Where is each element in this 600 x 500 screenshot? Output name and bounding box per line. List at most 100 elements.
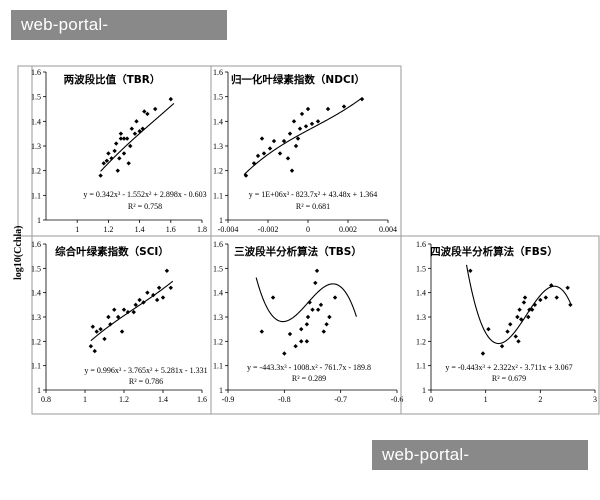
fit-equation: y = -0.443x³ + 2.322x² - 3.711x + 3.067 bbox=[445, 363, 572, 372]
x-tick-label: 0.8 bbox=[41, 395, 51, 404]
watermark-top: web-portal-rayspeed.com bbox=[11, 10, 227, 64]
x-tick-label: 1.6 bbox=[166, 225, 176, 234]
y-tick-label: 1.4 bbox=[31, 289, 41, 298]
y-tick-label: 1.1 bbox=[31, 362, 41, 371]
data-point bbox=[277, 151, 283, 156]
data-point bbox=[115, 314, 121, 320]
x-tick-label: 1.4 bbox=[158, 395, 168, 404]
data-point bbox=[129, 126, 134, 131]
data-point bbox=[327, 314, 332, 320]
data-point bbox=[315, 307, 321, 312]
data-point bbox=[305, 106, 311, 112]
data-point bbox=[115, 168, 120, 173]
data-point bbox=[359, 96, 365, 102]
data-point bbox=[151, 292, 156, 298]
y-tick-label: 1.4 bbox=[213, 117, 223, 126]
x-tick-label: -0.004 bbox=[218, 225, 239, 234]
data-point bbox=[532, 302, 538, 308]
r-squared: R² = 0.289 bbox=[292, 374, 326, 383]
data-point bbox=[515, 314, 520, 320]
data-point bbox=[508, 322, 513, 327]
data-point bbox=[325, 106, 331, 112]
fit-curve bbox=[243, 97, 363, 176]
data-point bbox=[314, 268, 320, 273]
y-tick-label: 1.1 bbox=[213, 362, 223, 371]
data-point bbox=[305, 314, 311, 320]
data-point bbox=[310, 307, 315, 312]
figure-canvas: 1 1.1 1.2 1.3 1.4 1.5 1.6 1 1.2 1.4 1.6 1.8 两波段比值（TB… bbox=[17, 65, 600, 415]
data-point bbox=[522, 295, 528, 300]
data-point bbox=[299, 326, 304, 332]
panel-frame bbox=[31, 65, 212, 237]
data-point bbox=[134, 119, 139, 124]
data-point bbox=[125, 309, 131, 315]
y-tick-label: 1.2 bbox=[213, 337, 223, 346]
data-point bbox=[291, 119, 297, 124]
data-point bbox=[118, 131, 124, 136]
x-tick-label: -0.8 bbox=[278, 395, 291, 404]
r-squared: R² = 0.758 bbox=[128, 202, 162, 211]
data-point bbox=[112, 307, 117, 312]
y-tick-label: 1.6 bbox=[31, 68, 41, 77]
watermark-bottom: web-portal-rayspeed.com bbox=[372, 440, 588, 494]
data-point bbox=[521, 300, 527, 305]
data-point bbox=[513, 334, 518, 339]
y-tick-label: 1.3 bbox=[416, 313, 426, 322]
data-point bbox=[160, 295, 166, 300]
data-point bbox=[519, 317, 524, 322]
x-tick-label: -0.9 bbox=[222, 395, 235, 404]
chart-panel-4: 1 1.1 1.2 1.3 1.4 1.5 1.6 -0.9 -0.8 -0.7 -0.6 三波段半分… bbox=[210, 235, 403, 415]
x-tick-label: 1.6 bbox=[197, 395, 207, 404]
data-point bbox=[102, 336, 107, 342]
x-tick-label: 1 bbox=[484, 395, 488, 404]
data-point bbox=[121, 307, 127, 312]
data-point bbox=[299, 111, 305, 117]
r-squared: R² = 0.786 bbox=[129, 377, 163, 386]
x-tick-label: 1.2 bbox=[103, 225, 113, 234]
fit-curve bbox=[465, 264, 571, 345]
data-point bbox=[505, 329, 510, 334]
data-point bbox=[243, 173, 249, 178]
data-point bbox=[119, 329, 125, 334]
data-point bbox=[106, 314, 111, 320]
shared-y-axis-label: log10(Cchla) bbox=[13, 225, 24, 280]
chart-panel-3: 11.11.21.31.41.51.60.8 1 1.2 1.4 1.6综合叶绿素指数（… bbox=[31, 235, 212, 415]
fit-curve bbox=[255, 277, 357, 323]
data-point bbox=[341, 104, 347, 109]
data-point bbox=[112, 148, 117, 154]
x-tick-label: 0 bbox=[306, 225, 310, 234]
data-point bbox=[299, 339, 304, 344]
data-point bbox=[108, 322, 113, 327]
y-tick-label: 1.3 bbox=[213, 142, 223, 151]
data-point bbox=[554, 295, 559, 300]
data-point bbox=[565, 285, 570, 290]
data-point bbox=[568, 302, 573, 308]
data-point bbox=[117, 156, 122, 161]
x-tick-label: 0.002 bbox=[339, 225, 357, 234]
y-tick-label: 1.6 bbox=[416, 240, 426, 249]
y-tick-label: 1.2 bbox=[416, 337, 426, 346]
y-tick-label: 1.5 bbox=[213, 93, 223, 102]
data-point bbox=[517, 307, 522, 312]
data-point bbox=[516, 339, 521, 344]
data-point bbox=[267, 146, 273, 151]
data-point bbox=[118, 136, 124, 141]
data-point bbox=[315, 119, 321, 124]
data-point bbox=[332, 295, 338, 300]
data-point bbox=[529, 307, 535, 312]
data-point bbox=[281, 138, 287, 144]
data-point bbox=[261, 151, 267, 156]
y-tick-label: 1 bbox=[422, 386, 426, 395]
y-tick-label: 1.4 bbox=[31, 117, 41, 126]
data-point bbox=[318, 302, 324, 308]
data-point bbox=[499, 344, 505, 349]
data-point bbox=[145, 111, 150, 117]
y-tick-label: 1.5 bbox=[31, 264, 41, 273]
chart-title: 三波段半分析算法（TBS） bbox=[234, 245, 362, 258]
fit-equation: y = 1E+06x³ - 823.7x² + 43.48x + 1.364 bbox=[249, 190, 377, 199]
data-point bbox=[543, 295, 548, 300]
data-point bbox=[126, 161, 131, 166]
data-point bbox=[468, 268, 473, 273]
chart-title: 综合叶绿素指数（SCI） bbox=[55, 245, 169, 258]
